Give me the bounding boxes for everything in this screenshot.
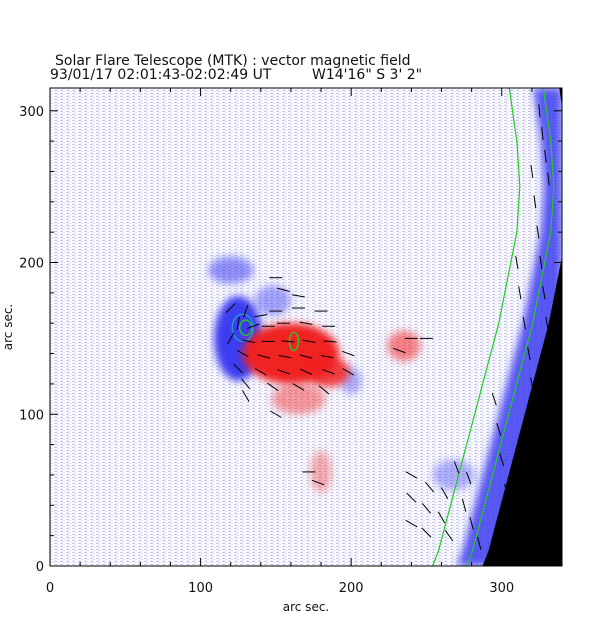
field-vector-22 xyxy=(320,354,334,359)
field-vector-51 xyxy=(421,527,432,538)
negative-polarity-region-9 xyxy=(432,459,475,491)
field-vector-24 xyxy=(233,363,244,374)
field-vector-68 xyxy=(533,407,537,421)
x-axis: 0 100 200 300 xyxy=(46,88,563,596)
y-tick-label-100: 100 xyxy=(19,408,44,423)
observation-position: W14'16" S 3' 2" xyxy=(312,67,422,83)
field-vector-76 xyxy=(541,127,544,141)
field-vector-6 xyxy=(236,316,240,330)
field-vector-54 xyxy=(465,471,472,485)
field-vector-7 xyxy=(247,323,260,329)
observation-time: 93/01/17 02:01:43-02:02:49 UT xyxy=(50,67,272,83)
field-vector-75 xyxy=(538,104,541,118)
solar-limb xyxy=(431,88,562,566)
field-vector-29 xyxy=(342,368,355,376)
field-vector-78 xyxy=(547,172,550,186)
field-vector-34 xyxy=(242,390,250,402)
field-vector-16 xyxy=(302,339,316,344)
field-vector-57 xyxy=(477,536,482,550)
field-vector-49 xyxy=(437,511,446,524)
field-vector-56 xyxy=(469,517,474,530)
y-axis-label: arc sec. xyxy=(1,304,15,350)
field-vector-26 xyxy=(277,369,290,375)
x-tick-label-0: 0 xyxy=(46,581,54,596)
field-vector-73 xyxy=(542,286,546,300)
x-tick-label-300: 300 xyxy=(489,581,514,596)
field-vector-61 xyxy=(504,483,509,497)
field-vector-32 xyxy=(292,383,305,391)
field-vector-21 xyxy=(299,354,313,359)
field-vector-27 xyxy=(299,368,313,375)
field-vector-1 xyxy=(243,304,249,318)
field-vector-52 xyxy=(444,530,454,542)
field-vector-44 xyxy=(405,471,418,479)
field-vector-69 xyxy=(530,164,534,178)
field-vector-36 xyxy=(277,287,290,292)
field-vector-13 xyxy=(242,339,256,344)
field-vector-58 xyxy=(491,392,497,406)
field-vector-19 xyxy=(257,354,271,359)
field-vector-62 xyxy=(508,514,513,527)
field-vector-41 xyxy=(270,410,282,418)
field-vector-66 xyxy=(527,347,531,361)
field-vector-43 xyxy=(311,479,325,486)
positive-polarity-region-6 xyxy=(271,383,326,415)
field-vector-18 xyxy=(236,349,249,358)
field-vector-53 xyxy=(453,461,460,474)
x-tick-label-100: 100 xyxy=(188,581,213,596)
contour-0 xyxy=(231,313,254,343)
field-vector-72 xyxy=(539,256,543,270)
field-vector-55 xyxy=(461,498,467,512)
y-tick-label-300: 300 xyxy=(19,105,44,120)
limb-contour-inner xyxy=(465,88,555,566)
field-vector-47 xyxy=(406,492,417,503)
field-vector-59 xyxy=(496,423,502,436)
y-axis: 0 100 200 300 xyxy=(19,105,562,575)
field-vector-17 xyxy=(323,340,337,343)
field-vector-15 xyxy=(281,340,295,343)
field-vector-2 xyxy=(254,313,268,318)
field-vector-64 xyxy=(518,286,522,300)
field-vector-20 xyxy=(278,354,292,359)
field-vector-12 xyxy=(227,332,235,345)
field-vector-31 xyxy=(267,382,279,392)
field-vector-28 xyxy=(322,369,335,375)
field-vector-63 xyxy=(515,256,519,269)
transverse-field-vectors xyxy=(225,104,550,550)
field-vector-40 xyxy=(393,347,406,354)
field-vector-77 xyxy=(544,149,547,163)
negative-polarity-region-1 xyxy=(208,256,254,284)
field-vector-33 xyxy=(318,385,330,395)
y-tick-label-200: 200 xyxy=(19,257,44,272)
off-limb-region xyxy=(482,88,562,566)
field-vector-65 xyxy=(522,316,526,330)
y-tick-label-0: 0 xyxy=(36,560,44,575)
plot-frame xyxy=(49,87,563,567)
field-vector-48 xyxy=(421,503,432,514)
field-vector-67 xyxy=(530,377,534,391)
field-vector-10 xyxy=(299,321,313,325)
field-vector-23 xyxy=(341,350,355,357)
field-vector-45 xyxy=(424,481,435,493)
field-vector-25 xyxy=(254,368,267,376)
field-vector-60 xyxy=(499,453,505,467)
field-vector-74 xyxy=(545,316,549,330)
field-vector-46 xyxy=(440,487,449,500)
field-vector-50 xyxy=(405,519,418,528)
field-vector-30 xyxy=(241,378,251,390)
x-axis-label: arc sec. xyxy=(283,600,329,614)
limb-contour-outer xyxy=(431,88,521,566)
positive-polarity-region-7 xyxy=(387,330,421,362)
field-vector-71 xyxy=(536,225,540,239)
positive-polarity-region-8 xyxy=(310,450,332,494)
magnetogram-image xyxy=(50,88,562,566)
plot-title: Solar Flare Telescope (MTK) : vector mag… xyxy=(55,53,411,69)
negative-polarity-region-2 xyxy=(254,285,291,316)
field-vector-70 xyxy=(533,195,537,209)
field-vector-37 xyxy=(291,294,305,298)
contour-1 xyxy=(239,319,253,337)
field-vector-0 xyxy=(225,303,236,313)
x-tick-label-200: 200 xyxy=(339,581,364,596)
